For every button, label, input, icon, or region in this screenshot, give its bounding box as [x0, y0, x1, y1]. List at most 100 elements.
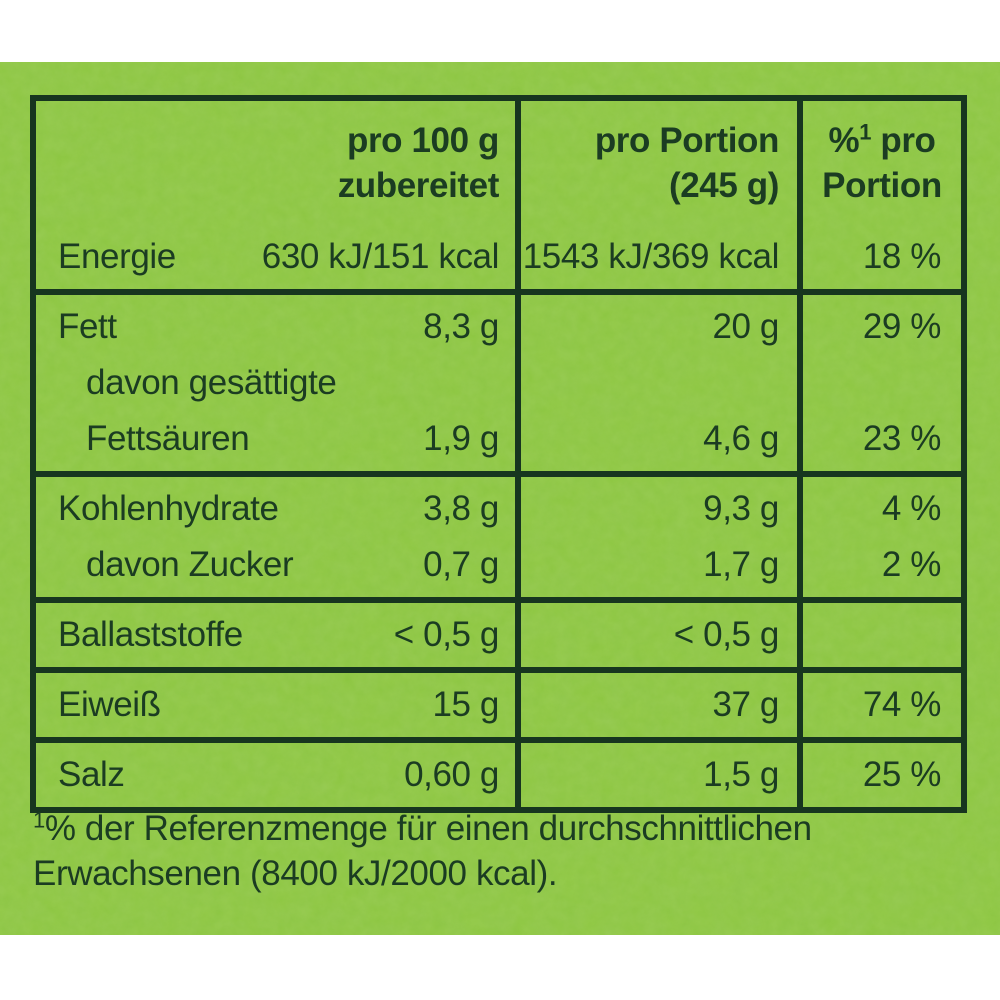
header-per-portion: pro Portion (245 g) [515, 101, 797, 225]
portion-line: 4,6 g [521, 411, 797, 467]
value-per-100g: 3,8 g [423, 489, 499, 528]
footnote-sup: 1 [33, 807, 45, 833]
nutrient-line: davon Zucker 0,7 g [36, 537, 515, 593]
percent-line [803, 355, 961, 411]
value-per-portion: 1,7 g [703, 545, 779, 584]
nutrient-label: Salz [58, 755, 125, 794]
nutrient-cell: Eiweiß 15 g [36, 673, 515, 737]
nutrient-label: Eiweiß [58, 685, 161, 724]
portion-line: 1,5 g [521, 747, 797, 803]
per-portion-cell: 1543 kJ/369 kcal [515, 225, 797, 289]
percent-cell: 18 % [797, 225, 961, 289]
value-per-100g: < 0,5 g [393, 615, 500, 654]
nutrient-cell: Kohlenhydrate 3,8 g davon Zucker 0,7 g [36, 477, 515, 597]
value-per-portion: 37 g [712, 685, 779, 724]
value-per-portion: 4,6 g [703, 419, 779, 458]
percent-line: 23 % [803, 411, 961, 467]
nutrient-label: davon gesättigte [86, 363, 337, 402]
percent-line: 25 % [803, 747, 961, 803]
nutrient-cell: Ballaststoffe < 0,5 g [36, 603, 515, 667]
nutrient-line: Eiweiß 15 g [36, 677, 515, 733]
value-percent: 18 % [862, 237, 942, 276]
value-per-portion: 1543 kJ/369 kcal [522, 237, 780, 276]
nutrition-rows: Energie 630 kJ/151 kcal 1543 kJ/369 kcal 18… [36, 225, 961, 807]
value-percent: 2 % [881, 545, 942, 584]
footnote: 1% der Referenzmenge für einen durchschn… [33, 806, 933, 896]
percent-cell: 4 % 2 % [797, 477, 961, 597]
footnote-reference-sup: 1 [859, 119, 872, 145]
table-row: Ballaststoffe < 0,5 g < 0,5 g [36, 597, 961, 667]
table-row: Kohlenhydrate 3,8 g davon Zucker 0,7 g 9,3 g… [36, 471, 961, 597]
per-portion-cell: 20 g 4,6 g [515, 295, 797, 471]
percent-line [803, 607, 961, 663]
nutrient-line: Salz 0,60 g [36, 747, 515, 803]
per-portion-cell: 37 g [515, 673, 797, 737]
value-per-100g: 1,9 g [423, 419, 499, 458]
nutrient-label: davon Zucker [86, 545, 294, 584]
nutrient-line: Ballaststoffe < 0,5 g [36, 607, 515, 663]
value-percent: 25 % [862, 755, 942, 794]
footnote-line2: Erwachsenen (8400 kJ/2000 kcal). [33, 854, 558, 893]
value-per-100g: 0,7 g [423, 545, 499, 584]
value-percent: 23 % [862, 419, 942, 458]
portion-line [521, 355, 797, 411]
header-per-100g: pro 100 g zubereitet [36, 101, 515, 225]
per-portion-cell: 1,5 g [515, 743, 797, 807]
percent-cell: 29 % 23 % [797, 295, 961, 471]
nutrient-line: Kohlenhydrate 3,8 g [36, 481, 515, 537]
portion-line: 20 g [521, 299, 797, 355]
nutrient-line: Fettsäuren 1,9 g [36, 411, 515, 467]
value-per-portion: 20 g [712, 307, 779, 346]
header-percent-line1: %1 pro [828, 119, 936, 160]
nutrient-cell: Salz 0,60 g [36, 743, 515, 807]
percent-line: 4 % [803, 481, 961, 537]
value-per-100g: 15 g [432, 685, 499, 724]
header-per-portion-line1: pro Portion [594, 121, 780, 160]
header-per-100g-line1: pro 100 g [346, 121, 499, 160]
portion-line: 37 g [521, 677, 797, 733]
table-row: Salz 0,60 g 1,5 g 25 % [36, 737, 961, 807]
table-row: Eiweiß 15 g 37 g 74 % [36, 667, 961, 737]
nutrient-label: Fettsäuren [86, 419, 250, 458]
percent-line: 29 % [803, 299, 961, 355]
value-per-100g: 0,60 g [404, 755, 499, 794]
portion-line: 9,3 g [521, 481, 797, 537]
nutrient-cell: Fett 8,3 g davon gesättigte Fettsäuren 1,9 g [36, 295, 515, 471]
footnote-line1: 1% der Referenzmenge für einen durchschn… [33, 807, 812, 848]
nutrient-label: Energie [58, 237, 176, 276]
portion-line: 1,7 g [521, 537, 797, 593]
percent-line: 2 % [803, 537, 961, 593]
value-percent: 74 % [862, 685, 942, 724]
nutrient-line: Energie 630 kJ/151 kcal [36, 229, 515, 285]
nutrient-label: Fett [58, 307, 117, 346]
nutrient-label: Ballaststoffe [58, 615, 243, 654]
value-per-portion: < 0,5 g [673, 615, 780, 654]
header-percent-line2: Portion [822, 166, 942, 205]
value-percent: 29 % [862, 307, 942, 346]
table-row: Fett 8,3 g davon gesättigte Fettsäuren 1,9 g… [36, 289, 961, 471]
percent-line: 74 % [803, 677, 961, 733]
value-per-100g: 8,3 g [423, 307, 499, 346]
portion-line: 1543 kJ/369 kcal [521, 229, 797, 285]
value-per-portion: 9,3 g [703, 489, 779, 528]
nutrient-line: davon gesättigte [36, 355, 515, 411]
per-portion-cell: < 0,5 g [515, 603, 797, 667]
nutrient-line: Fett 8,3 g [36, 299, 515, 355]
header-per-100g-line2: zubereitet [337, 166, 500, 205]
nutrient-label: Kohlenhydrate [58, 489, 279, 528]
nutrition-table: pro 100 g zubereitet pro Portion (245 g)… [30, 95, 967, 813]
value-per-portion: 1,5 g [703, 755, 779, 794]
value-percent: 4 % [881, 489, 942, 528]
percent-cell [797, 603, 961, 667]
nutrient-cell: Energie 630 kJ/151 kcal [36, 225, 515, 289]
table-row: Energie 630 kJ/151 kcal 1543 kJ/369 kcal 18… [36, 225, 961, 289]
header-per-portion-line2: (245 g) [668, 166, 779, 205]
header-percent-portion: %1 pro Portion [797, 101, 961, 225]
portion-line: < 0,5 g [521, 607, 797, 663]
per-portion-cell: 9,3 g 1,7 g [515, 477, 797, 597]
percent-cell: 25 % [797, 743, 961, 807]
value-per-100g: 630 kJ/151 kcal [261, 237, 500, 276]
table-header-row: pro 100 g zubereitet pro Portion (245 g)… [36, 101, 961, 225]
percent-line: 18 % [803, 229, 961, 285]
percent-cell: 74 % [797, 673, 961, 737]
